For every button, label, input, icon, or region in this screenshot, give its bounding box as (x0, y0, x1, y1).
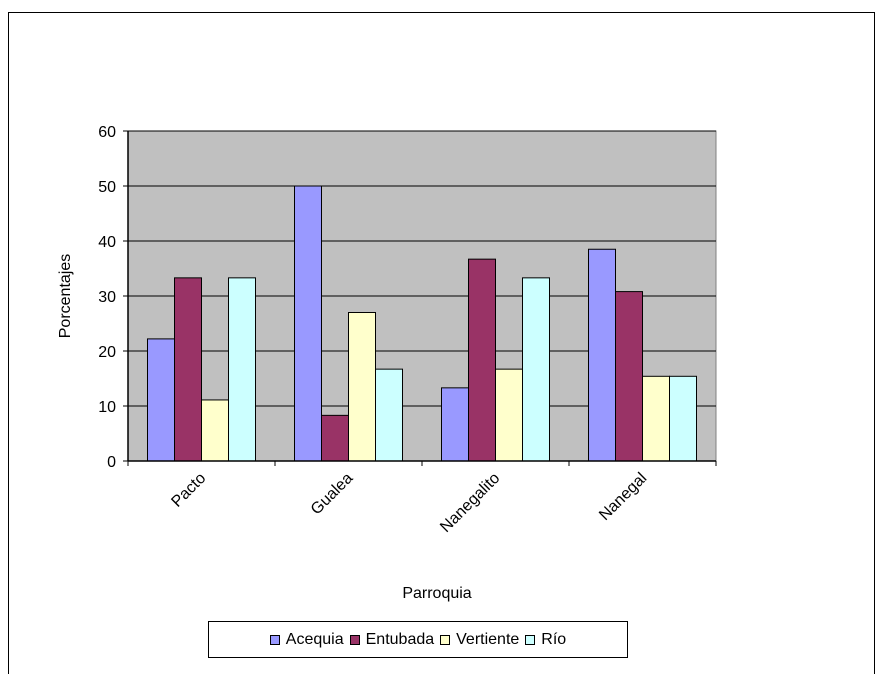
bar-vertiente-nanegalito (495, 368, 523, 462)
x-tick-label: Pacto (168, 470, 209, 511)
bar-entubada-nanegalito (468, 258, 496, 462)
y-tick-label: 20 (98, 344, 116, 361)
bar-acequia-gualea (294, 185, 322, 462)
legend-label-acequia: Acequia (285, 630, 344, 648)
bar-entubada-pacto (174, 277, 202, 462)
bar-vertiente-gualea (348, 312, 376, 462)
bar-río-nanegal (669, 375, 697, 462)
legend-swatch-entubada (349, 634, 360, 645)
x-tick-label: Gualea (308, 470, 357, 519)
y-tick-label: 50 (98, 179, 116, 196)
y-tick-labels: 0 10 20 30 40 50 60 (98, 124, 116, 471)
bar-río-nanegalito (522, 277, 550, 462)
chart-frame (8, 12, 875, 674)
bar-vertiente-nanegal (642, 375, 670, 462)
x-tick-label: Nanegal (596, 470, 650, 524)
bar-acequia-nanegalito (441, 387, 469, 462)
axes (123, 130, 717, 466)
bar-acequia-nanegal (588, 248, 616, 462)
legend-label-entubada: Entubada (365, 630, 435, 648)
legend-label-rio: Río (541, 630, 567, 648)
x-tick-labels: Pacto Gualea Nanegalito Nanegal (168, 470, 650, 536)
bars (147, 185, 697, 462)
x-tick-label: Nanegalito (437, 470, 503, 536)
legend-item-acequia: Acequia (269, 630, 344, 649)
x-axis-title: Parroquia (402, 585, 471, 602)
y-tick-label: 40 (98, 234, 116, 251)
legend-item-vertiente: Vertiente (440, 631, 519, 649)
bar-acequia-pacto (147, 338, 175, 462)
bar-vertiente-pacto (201, 399, 229, 462)
bar-entubada-gualea (321, 414, 349, 462)
y-tick-label: 30 (98, 289, 116, 306)
bar-río-pacto (228, 277, 256, 462)
legend-swatch-acequia (269, 634, 280, 645)
legend-swatch-vertiente (440, 634, 451, 645)
bar-entubada-nanegal (615, 291, 643, 462)
legend-item-rio: Río (525, 631, 566, 649)
legend-label-vertiente: Vertiente (456, 630, 520, 648)
y-axis-title: Porcentajes (57, 254, 74, 339)
legend: Acequia Entubada Vertiente Río (208, 621, 628, 658)
legend-item-entubada: Entubada (349, 630, 435, 649)
y-tick-label: 0 (107, 454, 116, 471)
bar-río-gualea (375, 368, 403, 462)
y-tick-label: 60 (98, 124, 116, 141)
legend-swatch-rio (525, 634, 536, 645)
y-tick-label: 10 (98, 399, 116, 416)
